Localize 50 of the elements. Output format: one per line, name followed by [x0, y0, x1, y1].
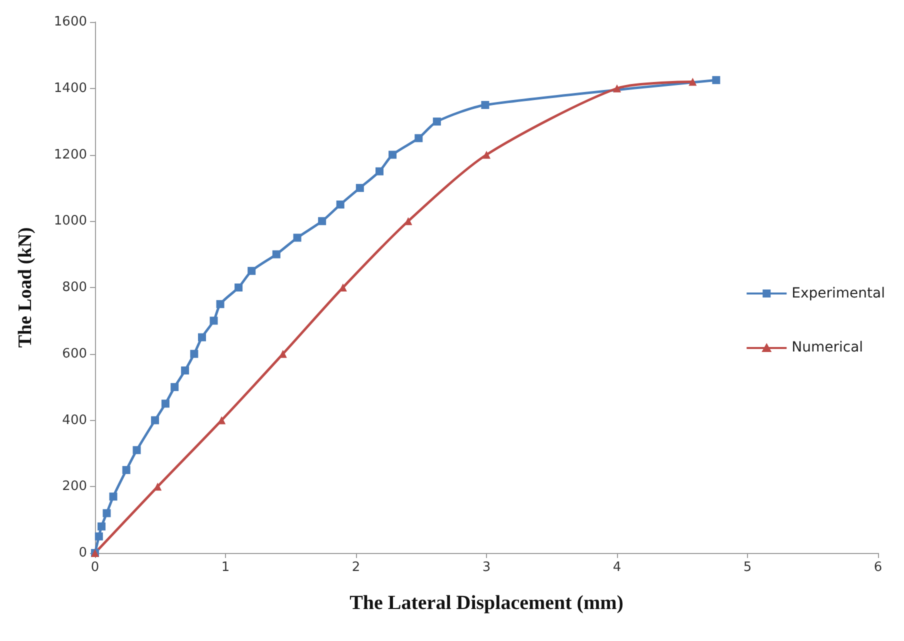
point: [98, 522, 106, 530]
point: [122, 466, 130, 474]
point: [198, 333, 206, 342]
point: [170, 383, 179, 392]
point: [388, 150, 397, 159]
x-tick-label: 4: [612, 560, 622, 575]
point: [248, 266, 256, 275]
y-tick-label: 1000: [54, 214, 87, 229]
x-tick-label: 2: [352, 560, 360, 575]
point: [375, 167, 384, 176]
point: [688, 78, 697, 86]
point: [94, 532, 103, 540]
point: [234, 284, 243, 292]
point: [482, 150, 490, 159]
point: [272, 250, 280, 258]
point: [432, 118, 441, 126]
y-tick-label: 200: [62, 479, 87, 494]
point: [712, 76, 720, 84]
x-tick-label: 5: [743, 560, 752, 575]
legend-label: Experimental: [792, 286, 885, 302]
y-tick-label: 0: [78, 546, 87, 560]
y-tick-label: 400: [62, 412, 87, 428]
point: [336, 200, 344, 209]
x-tick-label: 0: [90, 560, 100, 575]
y-tick-label: 1600: [54, 14, 87, 30]
x-axis-title: The Lateral Displacement (mm): [350, 592, 624, 614]
point: [318, 217, 326, 226]
point: [109, 492, 118, 501]
x-tick-label: 6: [874, 560, 882, 575]
y-axis-title: The Load (kN): [15, 227, 36, 348]
point: [181, 366, 190, 374]
x-tick-label: 1: [221, 560, 230, 575]
y-tick-label: 800: [62, 280, 87, 295]
y-tick-label: 1200: [54, 147, 87, 162]
point: [161, 400, 170, 408]
point: [102, 509, 111, 518]
point: [356, 184, 364, 192]
x-tick-label: 3: [482, 560, 491, 575]
point: [293, 234, 302, 242]
point: [613, 84, 621, 92]
point: [210, 316, 218, 325]
y-tick-label: 600: [62, 346, 87, 362]
point: [216, 300, 224, 308]
point: [414, 134, 423, 142]
point: [132, 446, 141, 454]
point: [190, 350, 198, 358]
legend-label: Numerical: [792, 340, 864, 356]
y-tick-label: 1400: [54, 80, 87, 96]
point: [151, 416, 160, 424]
point: [481, 100, 490, 109]
